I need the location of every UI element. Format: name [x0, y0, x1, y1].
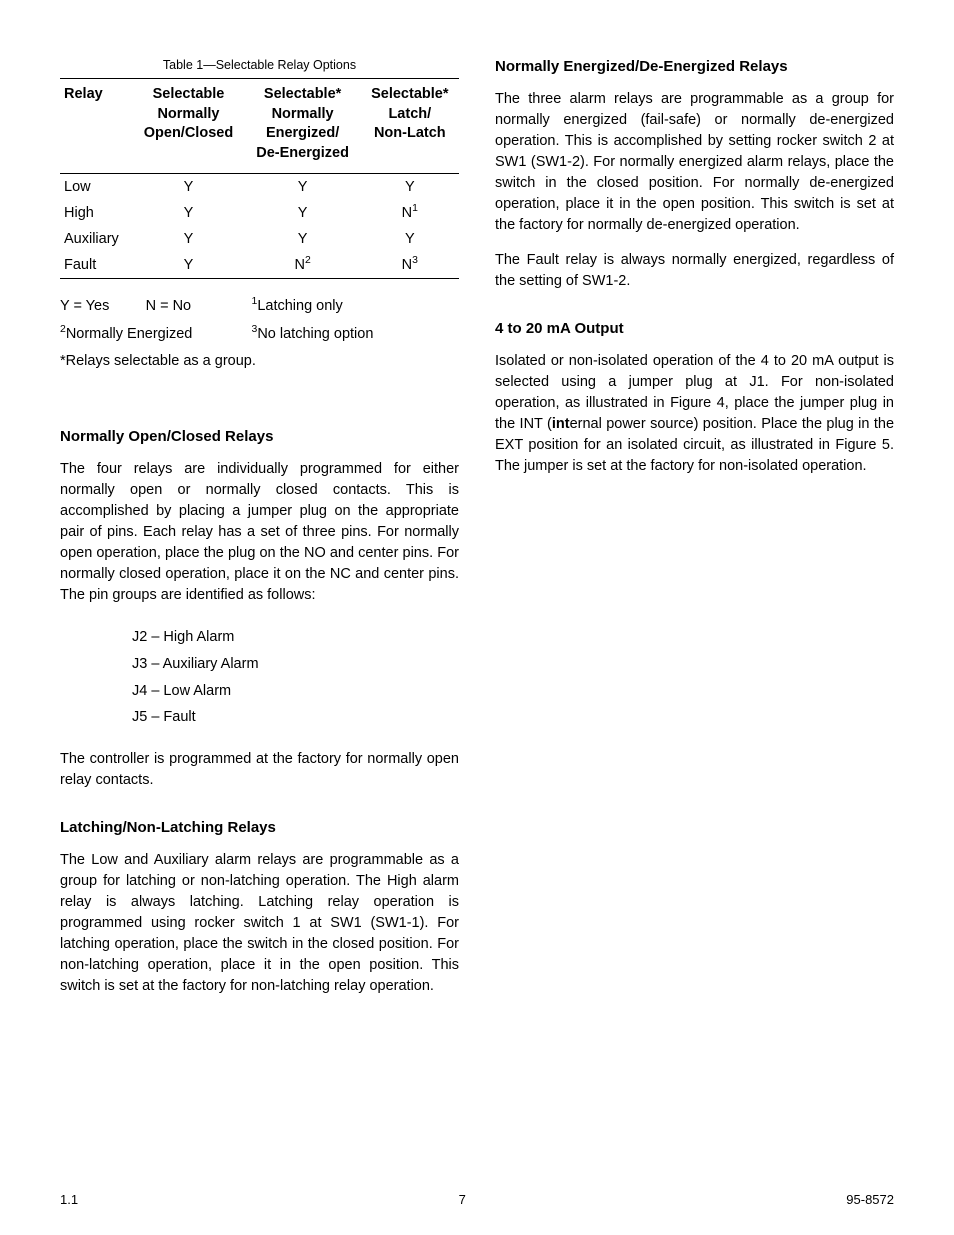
legend-yes: Y = Yes — [60, 298, 109, 314]
list-item: J3 – Auxiliary Alarm — [132, 651, 459, 678]
footer-left: 1.1 — [60, 1192, 78, 1207]
cell: Y — [245, 174, 361, 201]
cell: Y — [245, 200, 361, 226]
left-column: Table 1—Selectable Relay Options Relay S… — [60, 58, 459, 1011]
table-row: Auxiliary Y Y Y — [60, 226, 459, 252]
col-header-latch: Selectable*Latch/Non-Latch — [361, 79, 459, 174]
two-column-layout: Table 1—Selectable Relay Options Relay S… — [60, 58, 894, 1011]
footer-right: 95-8572 — [846, 1192, 894, 1207]
paragraph: The Low and Auxiliary alarm relays are p… — [60, 850, 459, 997]
col-header-energized: Selectable*NormallyEnergized/De-Energize… — [245, 79, 361, 174]
heading-normally-open-closed: Normally Open/Closed Relays — [60, 428, 459, 445]
table-header-row: Relay SelectableNormallyOpen/Closed Sele… — [60, 79, 459, 174]
list-item: J2 – High Alarm — [132, 624, 459, 651]
cell: Y — [245, 226, 361, 252]
legend-note-1: Latching only — [257, 298, 342, 314]
pin-group-list: J2 – High Alarm J3 – Auxiliary Alarm J4 … — [132, 624, 459, 731]
paragraph: The controller is programmed at the fact… — [60, 749, 459, 791]
table-row: High Y Y N1 — [60, 200, 459, 226]
cell: N3 — [361, 252, 459, 279]
cell-relay: Auxiliary — [60, 226, 132, 252]
page: Table 1—Selectable Relay Options Relay S… — [0, 0, 954, 1235]
legend-star-note: *Relays selectable as a group. — [60, 348, 459, 376]
paragraph: The three alarm relays are programmable … — [495, 89, 894, 236]
list-item: J5 – Fault — [132, 704, 459, 731]
table-row: Low Y Y Y — [60, 174, 459, 201]
legend-no: N = No — [146, 298, 192, 314]
heading-4-20ma: 4 to 20 mA Output — [495, 320, 894, 337]
cell: Y — [361, 226, 459, 252]
footer-page-number: 7 — [459, 1192, 466, 1207]
cell-relay: High — [60, 200, 132, 226]
table-caption: Table 1—Selectable Relay Options — [60, 58, 459, 72]
list-item: J4 – Low Alarm — [132, 678, 459, 705]
cell: N1 — [361, 200, 459, 226]
paragraph: The Fault relay is always normally energ… — [495, 250, 894, 292]
table-row: Fault Y N2 N3 — [60, 252, 459, 279]
cell: N2 — [245, 252, 361, 279]
legend-note-2: Normally Energized — [66, 326, 193, 342]
relay-options-table: Relay SelectableNormallyOpen/Closed Sele… — [60, 78, 459, 279]
col-header-relay: Relay — [60, 79, 132, 174]
cell-relay: Fault — [60, 252, 132, 279]
cell: Y — [132, 174, 244, 201]
cell: Y — [132, 200, 244, 226]
page-footer: 1.1 7 95-8572 — [60, 1192, 894, 1207]
heading-energized: Normally Energized/De-Energized Relays — [495, 58, 894, 75]
table-legend: Y = Yes N = No 1Latching only 2Normally … — [60, 293, 459, 376]
legend-note-3: No latching option — [257, 326, 373, 342]
cell-relay: Low — [60, 174, 132, 201]
cell: Y — [132, 226, 244, 252]
cell: Y — [361, 174, 459, 201]
paragraph: The four relays are individually program… — [60, 459, 459, 606]
col-header-open-closed: SelectableNormallyOpen/Closed — [132, 79, 244, 174]
cell: Y — [132, 252, 244, 279]
heading-latching: Latching/Non-Latching Relays — [60, 819, 459, 836]
paragraph: Isolated or non-isolated operation of th… — [495, 351, 894, 477]
right-column: Normally Energized/De-Energized Relays T… — [495, 58, 894, 1011]
